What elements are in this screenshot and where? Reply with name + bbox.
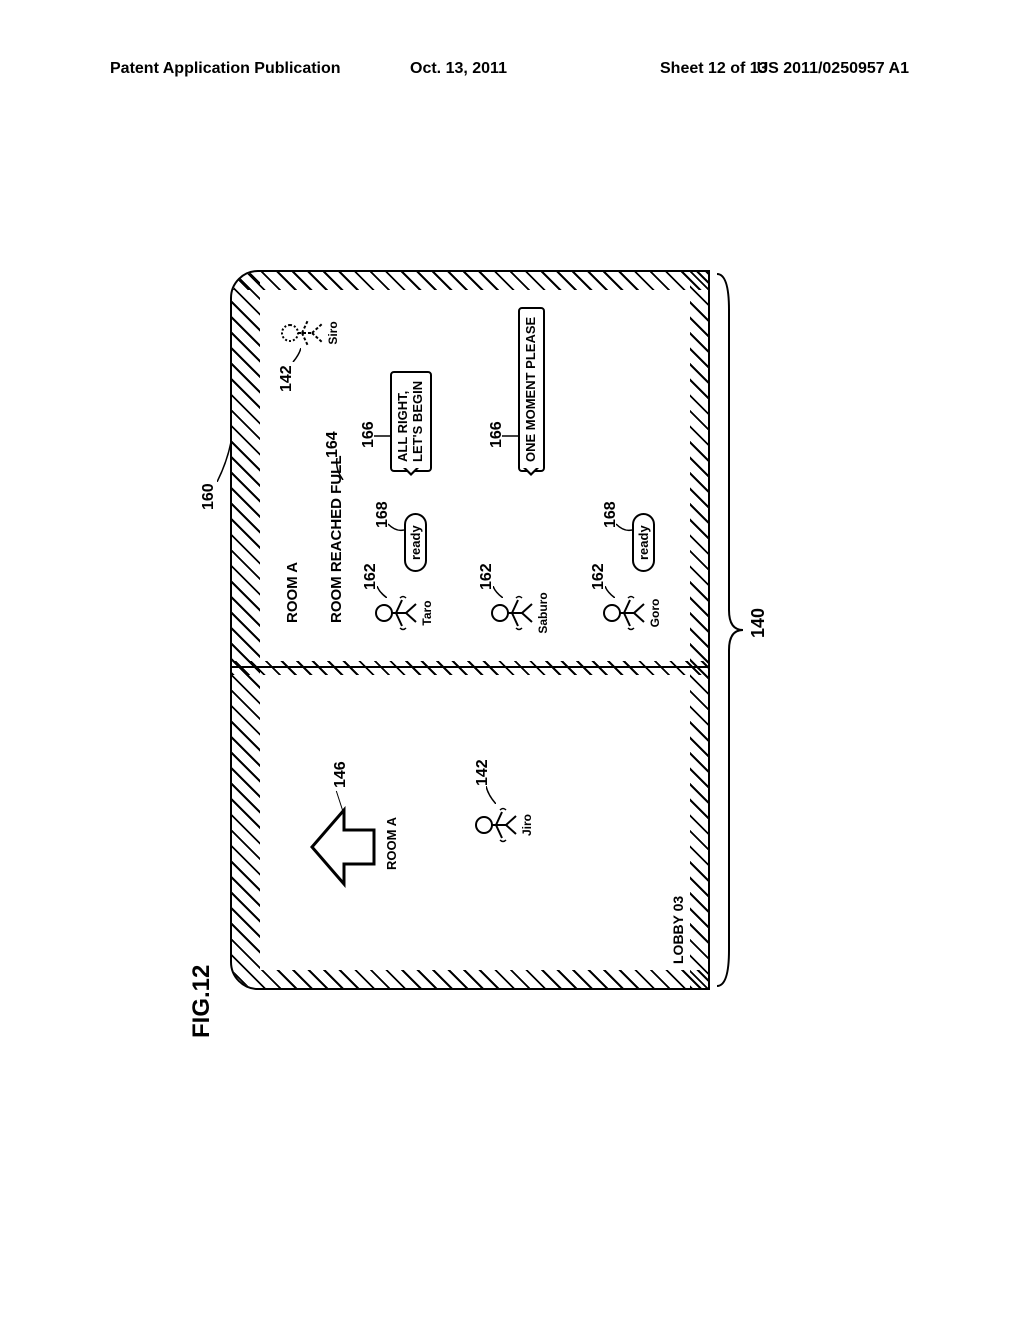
lead-168-goro bbox=[616, 522, 632, 532]
room-status: ROOM REACHED FULL bbox=[328, 456, 345, 624]
ref-142-jiro: 142 bbox=[474, 759, 492, 786]
hatch-divider bbox=[232, 661, 708, 675]
avatar-jiro-name: Jiro bbox=[520, 802, 534, 848]
person-icon bbox=[472, 802, 518, 848]
header-publication: Patent Application Publication bbox=[110, 60, 341, 78]
ref-146: 146 bbox=[332, 761, 350, 788]
lead-164 bbox=[332, 458, 342, 480]
brace-140 bbox=[715, 270, 747, 990]
lead-162-saburo bbox=[490, 586, 500, 598]
figure-label: FIG.12 bbox=[188, 965, 216, 1038]
hatch-top bbox=[232, 272, 260, 988]
lobby-label: LOBBY 03 bbox=[670, 896, 686, 964]
speech-taro-text: ALL RIGHT, LET'S BEGIN bbox=[395, 381, 425, 462]
lead-142-jiro bbox=[483, 786, 493, 804]
avatar-jiro: Jiro bbox=[472, 802, 534, 848]
avatar-siro-name: Siro bbox=[326, 310, 340, 356]
avatar-saburo-name: Saburo bbox=[536, 590, 550, 636]
ref-142-siro: 142 bbox=[278, 365, 296, 392]
room-arrow-caption: ROOM A bbox=[384, 817, 399, 870]
ref-140: 140 bbox=[748, 608, 769, 638]
lead-166-taro bbox=[374, 432, 390, 440]
speech-saburo-text: ONE MOMENT PLEASE bbox=[523, 317, 538, 462]
ready-pill-taro: ready bbox=[404, 513, 427, 572]
panel-divider bbox=[232, 666, 708, 668]
hatch-left bbox=[232, 970, 708, 988]
lead-168-taro bbox=[388, 522, 404, 532]
hatch-bottom bbox=[690, 272, 708, 988]
hatch-right bbox=[232, 272, 708, 290]
lead-166-saburo bbox=[502, 432, 518, 440]
ready-pill-goro: ready bbox=[632, 513, 655, 572]
speech-taro: ALL RIGHT, LET'S BEGIN bbox=[390, 371, 432, 472]
ref-160: 160 bbox=[200, 483, 218, 510]
header-pubno: US 2011/0250957 A1 bbox=[757, 60, 909, 78]
avatar-goro-name: Goro bbox=[648, 590, 662, 636]
ref-164: 164 bbox=[324, 431, 342, 458]
speech-saburo: ONE MOMENT PLEASE bbox=[518, 307, 545, 472]
room-title: ROOM A bbox=[284, 562, 301, 623]
header-sheet: Sheet 12 of 13 bbox=[660, 60, 768, 78]
lead-142-siro bbox=[288, 348, 298, 362]
person-icon bbox=[278, 310, 324, 356]
panel-wrap: 160 LOBBY 03 ROOM A bbox=[230, 270, 710, 990]
lead-162-taro bbox=[374, 586, 384, 598]
lead-160 bbox=[217, 442, 231, 482]
lead-162-goro bbox=[602, 586, 612, 598]
game-panel: LOBBY 03 ROOM A 146 bbox=[230, 270, 710, 990]
header-date: Oct. 13, 2011 bbox=[410, 60, 507, 78]
figure-rotated: FIG.12 160 LOBBY 03 bbox=[230, 270, 710, 990]
avatar-taro-name: Taro bbox=[420, 590, 434, 636]
figure-stage: FIG.12 160 LOBBY 03 bbox=[110, 150, 910, 1200]
room-arrow-icon bbox=[310, 806, 382, 888]
